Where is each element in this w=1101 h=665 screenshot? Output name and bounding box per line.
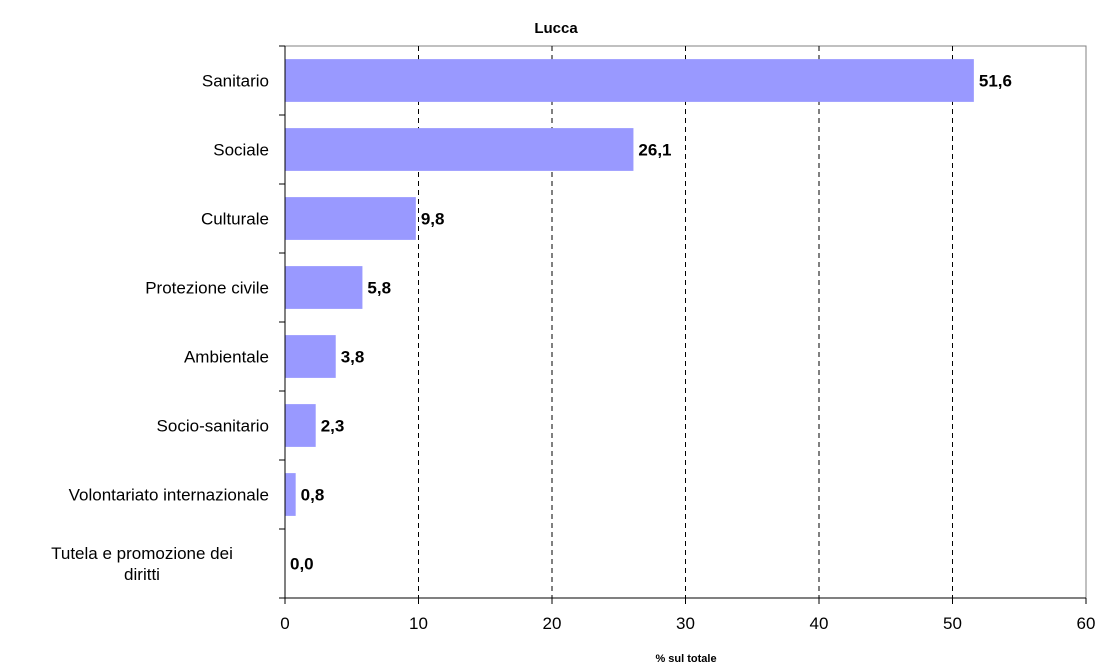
bar <box>285 59 974 102</box>
category-label: Culturale <box>201 210 269 229</box>
value-label: 26,1 <box>638 141 671 160</box>
bar <box>285 266 363 309</box>
x-tick-label: 0 <box>280 614 289 633</box>
chart-title: Lucca <box>534 20 578 37</box>
x-tick-label: 60 <box>1077 614 1096 633</box>
category-label: Tutela e promozione dei diritti <box>51 544 233 584</box>
bar <box>285 335 336 378</box>
x-tick-label: 50 <box>943 614 962 633</box>
value-label: 3,8 <box>341 348 365 367</box>
x-tick-label: 20 <box>543 614 562 633</box>
axes <box>279 45 1087 604</box>
x-axis-label: % sul totale <box>655 653 716 665</box>
value-label: 2,3 <box>321 417 345 436</box>
category-label: Volontariato internazionale <box>69 486 269 505</box>
x-tick-label: 30 <box>676 614 695 633</box>
category-label: Socio-sanitario <box>157 417 269 436</box>
bars <box>285 59 974 516</box>
bar <box>285 404 316 447</box>
value-label: 0,0 <box>290 555 314 574</box>
x-tick-label: 40 <box>810 614 829 633</box>
category-label: Protezione civile <box>145 279 269 298</box>
value-label: 9,8 <box>421 210 445 229</box>
category-label: Sanitario <box>202 72 269 91</box>
labels: 0 10 20 30 40 50 60 Sanitario 51,6 Sociale 26,1 Cul… <box>51 72 1095 634</box>
bar <box>285 473 296 516</box>
x-tick-label: 10 <box>409 614 428 633</box>
value-label: 0,8 <box>301 486 325 505</box>
value-label: 51,6 <box>979 72 1012 91</box>
category-label: Ambientale <box>184 348 269 367</box>
value-label: 5,8 <box>367 279 391 298</box>
bar <box>285 128 634 171</box>
bar <box>285 197 416 240</box>
category-label: Sociale <box>213 141 269 160</box>
